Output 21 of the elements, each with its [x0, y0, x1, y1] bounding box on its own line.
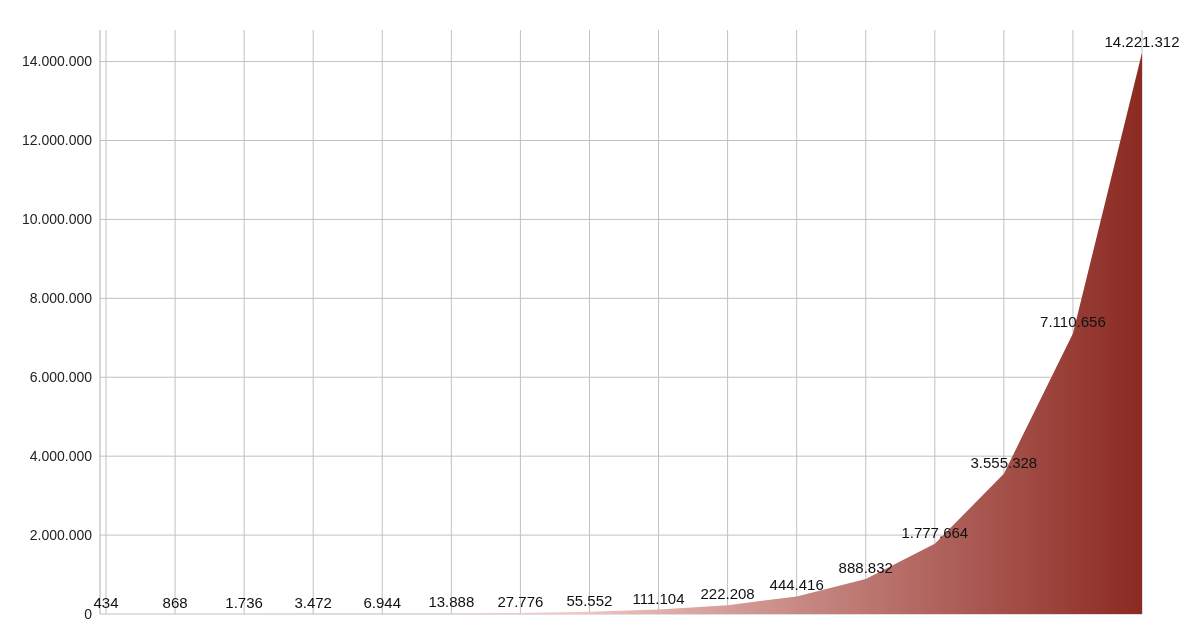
y-tick-label: 6.000.000	[29, 369, 93, 386]
text: 14.221.312	[1104, 32, 1180, 50]
y-tick-label: 2.000.000	[29, 526, 93, 543]
text: 222.208	[700, 585, 755, 603]
y-tick-label: 0	[84, 605, 93, 622]
y-tick-label: 12.000.000	[21, 132, 93, 149]
y-tick-label: 14.000.000	[21, 53, 93, 70]
text: 434	[93, 593, 119, 611]
text: 27.776	[497, 592, 544, 610]
y-tick-label: 4.000.000	[29, 448, 93, 465]
text: 868	[162, 593, 188, 611]
text: 888.832	[838, 558, 893, 576]
text: 6.944	[363, 593, 402, 611]
text: 3.472	[294, 593, 332, 611]
text: 1.736	[225, 593, 263, 611]
text: 444.416	[769, 576, 824, 594]
y-tick-label: 10.000.000	[21, 211, 93, 228]
y-tick-label: 8.000.000	[29, 290, 93, 307]
text: 55.552	[566, 591, 613, 609]
text: 13.888	[428, 593, 475, 611]
text: 111.104	[632, 589, 685, 607]
